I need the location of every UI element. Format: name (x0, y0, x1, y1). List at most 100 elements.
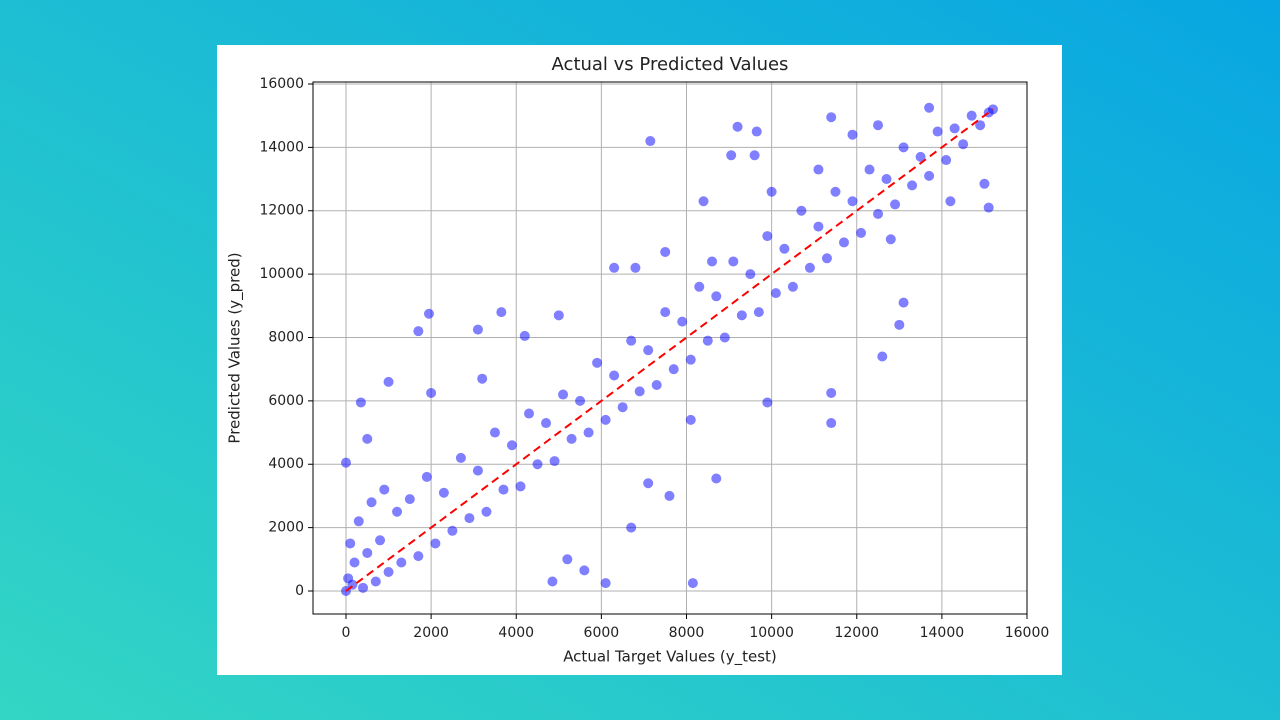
point (549, 456, 560, 467)
point (392, 506, 403, 517)
y-tick-label: 2000 (268, 520, 304, 536)
point (634, 386, 645, 397)
x-tick-label: 4000 (498, 625, 534, 641)
y-tick-label: 8000 (268, 329, 304, 345)
point (643, 478, 654, 489)
point (423, 308, 434, 319)
point (524, 408, 535, 419)
point (349, 557, 360, 568)
point (609, 370, 620, 381)
point (924, 170, 935, 181)
point (821, 253, 832, 264)
point (762, 231, 773, 242)
point (707, 256, 718, 267)
point (728, 256, 739, 267)
point (958, 139, 969, 150)
point (949, 123, 960, 134)
point (600, 578, 611, 589)
point (575, 395, 586, 406)
point (907, 180, 918, 191)
point (668, 364, 679, 375)
point (873, 120, 884, 131)
x-tick-label: 14000 (920, 625, 965, 641)
point (796, 205, 807, 216)
point (345, 538, 356, 549)
point (826, 387, 837, 398)
point (966, 110, 977, 121)
point (779, 243, 790, 254)
point (617, 402, 628, 413)
point (864, 164, 875, 175)
point (472, 465, 483, 476)
point (643, 345, 654, 356)
point (566, 433, 577, 444)
point (592, 357, 603, 368)
point (736, 310, 747, 321)
point (438, 487, 449, 498)
points (340, 102, 998, 596)
point (383, 376, 394, 387)
point (945, 196, 956, 207)
point (413, 326, 424, 337)
point (732, 121, 743, 132)
point (660, 246, 671, 257)
point (941, 155, 952, 166)
point (826, 112, 837, 123)
point (979, 178, 990, 189)
x-tick-label: 10000 (749, 625, 794, 641)
point (455, 452, 466, 463)
point (745, 269, 756, 280)
x-tick-label: 6000 (584, 625, 620, 641)
point (600, 414, 611, 425)
point (711, 291, 722, 302)
point (426, 387, 437, 398)
x-tick-label: 12000 (834, 625, 879, 641)
point (519, 330, 530, 341)
point (362, 547, 373, 558)
point (558, 389, 569, 400)
point (562, 554, 573, 565)
point (685, 414, 696, 425)
point (983, 202, 994, 213)
point (830, 186, 841, 197)
point (885, 234, 896, 245)
point (370, 576, 381, 587)
point (894, 319, 905, 330)
point (651, 380, 662, 391)
x-tick-label: 0 (342, 625, 351, 641)
point (464, 513, 475, 524)
point (753, 307, 764, 318)
point (881, 174, 892, 185)
y-tick-label: 0 (295, 583, 304, 599)
point (838, 237, 849, 248)
point (645, 136, 656, 147)
point (609, 262, 620, 273)
y-tick-label: 12000 (259, 203, 304, 219)
point (890, 199, 901, 210)
point (687, 578, 698, 589)
point (915, 151, 926, 162)
point (924, 102, 935, 113)
point (489, 427, 500, 438)
point (579, 565, 590, 576)
point (375, 535, 386, 546)
point (813, 164, 824, 175)
point (379, 484, 390, 495)
point (472, 324, 483, 335)
point (353, 516, 364, 527)
point (698, 196, 709, 207)
point (762, 397, 773, 408)
point (396, 557, 407, 568)
point (694, 281, 705, 292)
point (677, 316, 688, 327)
point (856, 227, 867, 238)
point (515, 481, 526, 492)
point (481, 506, 492, 517)
point (685, 354, 696, 365)
y-tick-label: 6000 (268, 393, 304, 409)
plot-frame (312, 81, 1028, 615)
point (430, 538, 441, 549)
y-tick-label: 16000 (259, 76, 304, 92)
point (477, 373, 488, 384)
point (506, 440, 517, 451)
